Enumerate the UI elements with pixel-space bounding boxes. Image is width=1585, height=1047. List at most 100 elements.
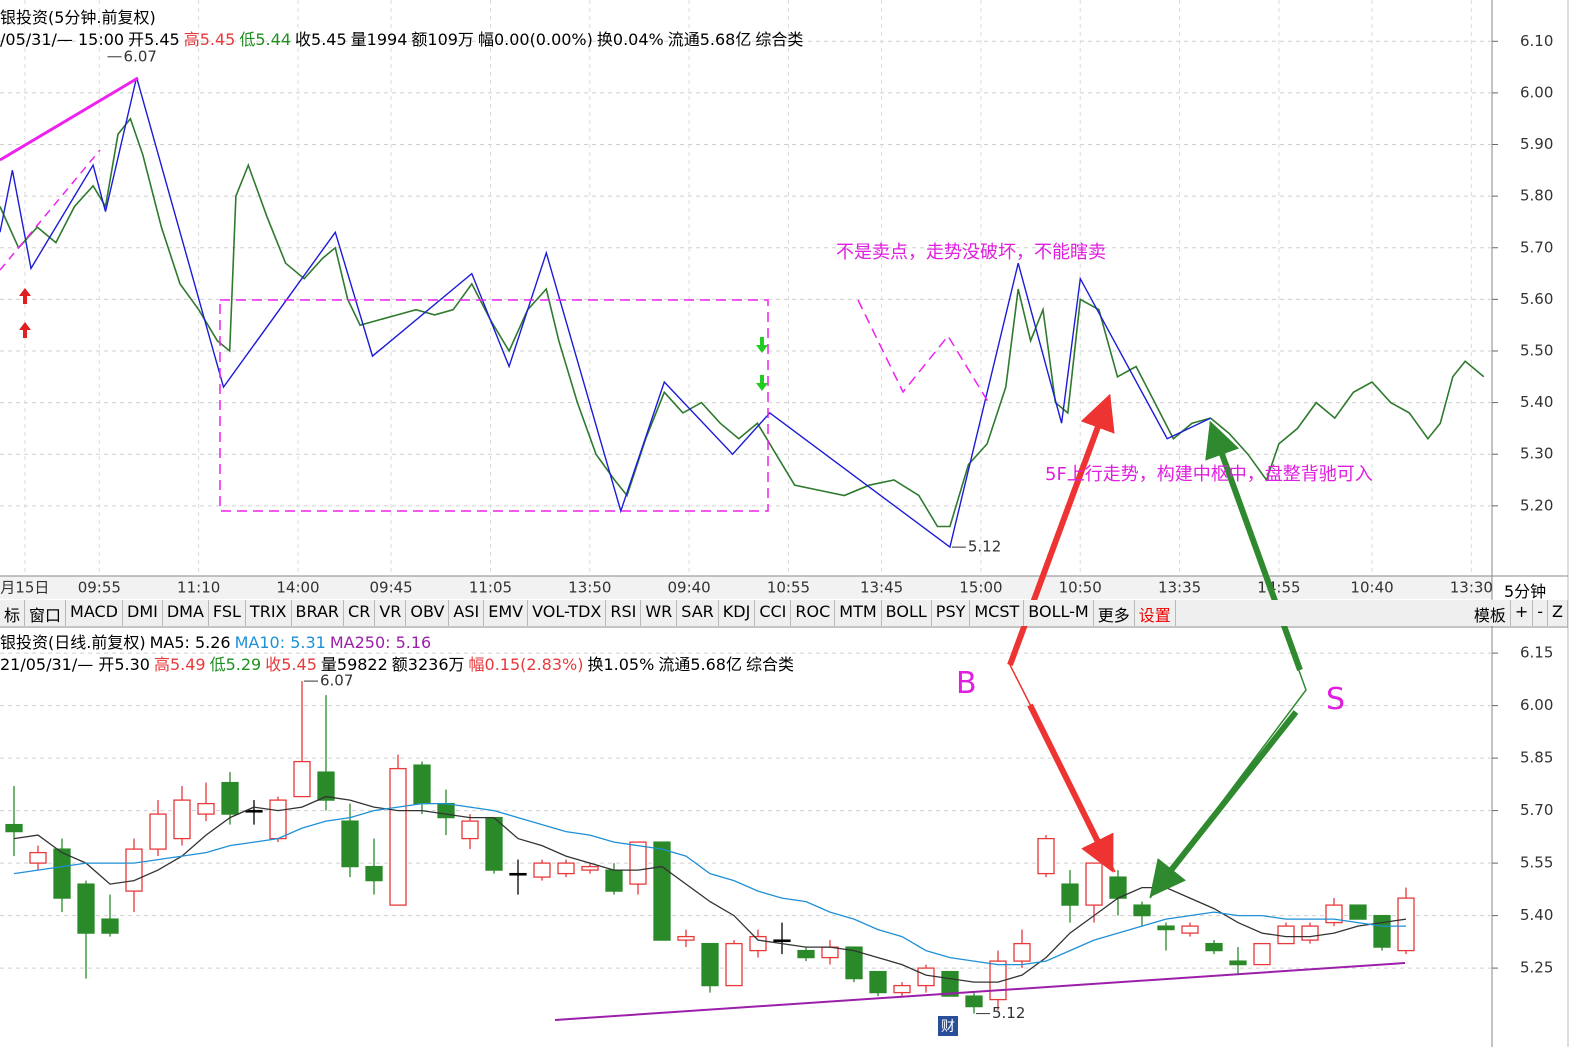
candle-body — [653, 841, 671, 941]
candle-body — [485, 816, 503, 871]
indicator-tab[interactable]: TRIX — [246, 600, 292, 626]
price-line — [0, 117, 1485, 528]
indicator-tab[interactable]: WR — [641, 600, 678, 626]
y-tick-label: 6.15 — [1520, 644, 1553, 662]
indicator-tab[interactable]: FSL — [209, 600, 246, 626]
y-tick-label: 5.60 — [1520, 290, 1553, 308]
indicator-tab[interactable]: VR — [375, 600, 407, 626]
candle-body — [845, 946, 863, 980]
info: 幅0.15(2.83%) — [468, 655, 584, 674]
info: 流通5.68亿 — [667, 30, 752, 49]
b-arrow — [1027, 703, 1114, 873]
indicator-tab[interactable]: DMA — [163, 600, 209, 626]
indicator-tab[interactable]: MCST — [970, 600, 1025, 626]
candle-body — [533, 862, 551, 878]
y-tick-label: 5.40 — [1520, 393, 1553, 411]
info: 额3236万 — [391, 655, 465, 674]
indicator-tab[interactable]: SAR — [677, 600, 719, 626]
y-tick-label: 5.70 — [1520, 238, 1553, 256]
b-arrow — [1007, 393, 1115, 667]
candle-body — [893, 984, 911, 994]
top-info: /05/31/— 15:00 开5.45 高5.45 低5.44 收5.45 量1994 额… — [0, 26, 807, 50]
x-tick-label: 13:35 — [1158, 579, 1201, 597]
indicator-tab[interactable]: CR — [344, 600, 376, 626]
top-panel: 6.10 6.00 5.90 5.80 5.70 5.60 5.50 5.40 5.30 5.20… — [0, 0, 1553, 597]
x-tick-label: 11:05 — [469, 579, 512, 597]
candle-body — [677, 935, 695, 941]
indicator-tab[interactable]: MTM — [835, 600, 882, 626]
indicator-tab[interactable]: 标 — [0, 600, 26, 626]
bottom-header: 银投资(日线.前复权) MA5: 5.26 MA10: 5.31 MA250: 5.1… — [0, 629, 435, 653]
candle-body — [1277, 925, 1295, 945]
candle-body — [293, 760, 311, 798]
info: 幅0.00(0.00%) — [477, 30, 593, 49]
y-tick-label: 5.55 — [1520, 854, 1553, 872]
candle-body — [1181, 925, 1199, 934]
candle-body — [701, 942, 719, 987]
drawings: 财 — [0, 76, 1406, 1036]
indicator-tab[interactable]: ROC — [791, 600, 836, 626]
y-tick-label: 6.00 — [1520, 696, 1553, 714]
indicator-tab[interactable]: VOL-TDX — [528, 600, 607, 626]
extreme-label: 5.12 — [992, 1004, 1025, 1022]
indicator-tab[interactable]: OBV — [406, 600, 450, 626]
candle-body — [5, 823, 23, 833]
indicator-tab[interactable]: BOLL-M — [1024, 600, 1094, 626]
ma-label: MA5: 5.26 — [149, 633, 231, 652]
info: 低5.29 — [209, 655, 262, 674]
indicator-tab[interactable]: MACD — [66, 600, 123, 626]
indicator-tab[interactable]: ASI — [449, 600, 485, 626]
period-label: 5分钟 — [1504, 582, 1547, 601]
info: 低5.44 — [239, 30, 292, 49]
x-tick-label: 月15日 — [0, 579, 49, 597]
y-tick-label: 5.85 — [1520, 749, 1553, 767]
toolbar-button[interactable]: 模板 — [1470, 600, 1511, 626]
toolbar-button[interactable]: Z — [1548, 600, 1568, 626]
extreme-label: 5.12 — [968, 538, 1001, 556]
candle-body — [341, 820, 359, 868]
indicator-tab[interactable]: EMV — [484, 600, 529, 626]
y-tick-label: 6.00 — [1520, 83, 1553, 101]
y-tick-label: 5.25 — [1520, 959, 1553, 977]
info: 额109万 — [411, 30, 474, 49]
info: 换1.05% — [587, 655, 655, 674]
x-tick-label: 14:55 — [1257, 579, 1300, 597]
buy-arrows — [19, 288, 31, 338]
indicator-tab[interactable]: 更多 — [1094, 600, 1135, 626]
candle-body — [1229, 960, 1247, 966]
y-tick-label: 6.10 — [1520, 32, 1553, 50]
candle-body — [1349, 904, 1367, 920]
candle-body — [1253, 942, 1271, 966]
candle-body — [317, 771, 335, 801]
indicator-tab[interactable]: BRAR — [292, 600, 345, 626]
dashed-path — [857, 299, 991, 406]
indicator-tab[interactable]: KDJ — [719, 600, 756, 626]
candle-body — [197, 802, 215, 815]
indicator-tab[interactable]: DMI — [123, 600, 163, 626]
candle-body — [1085, 862, 1103, 906]
y-tick-label: 5.30 — [1520, 445, 1553, 463]
indicator-tab[interactable]: PSY — [932, 600, 971, 626]
extreme-label: 6.07 — [124, 47, 157, 65]
candle-body — [1205, 942, 1223, 952]
candle-body — [389, 767, 407, 906]
x-tick-label: 10:50 — [1059, 579, 1102, 597]
indicator-tab[interactable]: 窗口 — [25, 600, 67, 626]
badge-bg — [938, 1016, 958, 1036]
indicator-tab[interactable]: BOLL — [882, 600, 932, 626]
candle-body — [413, 764, 431, 805]
candle-body — [53, 848, 71, 899]
top-header: 银投资(5分钟.前复权) — [0, 4, 160, 28]
candle-body — [29, 851, 47, 864]
candle-body — [509, 872, 527, 876]
toolbar-button[interactable]: + — [1511, 600, 1534, 626]
indicator-tab[interactable]: 设置 — [1135, 600, 1176, 626]
candle-body — [125, 848, 143, 892]
indicator-tab[interactable]: CCI — [755, 600, 792, 626]
indicator-tab[interactable]: RSI — [606, 600, 642, 626]
zigzag-line — [0, 77, 1211, 549]
ma-line — [13, 802, 1406, 966]
candle-body — [1061, 883, 1079, 906]
toolbar-button[interactable]: - — [1533, 600, 1549, 626]
